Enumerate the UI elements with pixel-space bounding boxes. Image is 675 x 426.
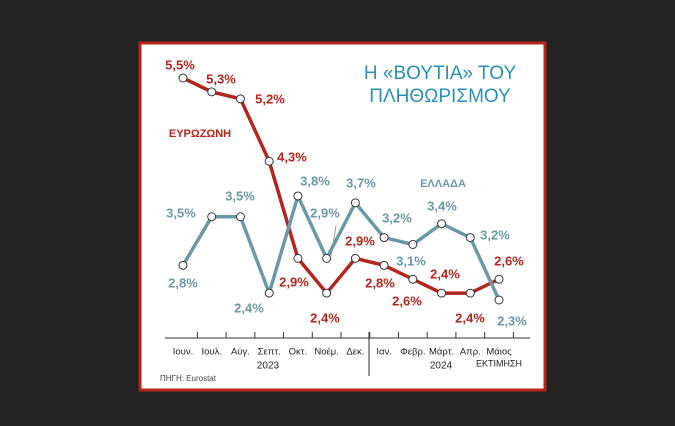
x-tick-label: Ιουν. [173,347,194,358]
series-line [182,76,500,295]
point [264,156,274,166]
legend-label: ΕΛΛΑΔΑ [420,178,466,190]
point [465,233,475,243]
x-tick-label: Φεβρ. [400,347,425,358]
source: ΠΗΓΗ: Eurostat [160,374,217,383]
data-label: 3,1% [396,253,426,268]
data-label: 3,5% [166,205,196,220]
data-label: 3,4% [427,198,457,213]
x-tick-label: Σεπτ. [258,347,281,358]
data-label: 2,9% [310,205,340,220]
point [264,288,274,298]
legend-label: ΕΥΡΩΖΩΝΗ [169,128,231,140]
x-tick-label: Απρ. [460,347,481,358]
year-label: 2024 [430,361,453,372]
point [350,198,360,208]
data-label: 2,4% [234,300,264,315]
point [494,295,504,305]
x-tick-label: Αύγ. [231,347,250,358]
x-tick-label: Ιαν. [376,347,392,358]
data-label: 2,6% [392,293,422,308]
data-label: 2,8% [365,275,395,290]
point [322,253,332,263]
data-label: 2,4% [430,266,460,281]
x-tick-label: Νοέμ. [314,347,339,358]
data-label: 5,2% [255,91,285,106]
point [235,212,245,222]
data-label: 2,9% [345,233,375,248]
year-label: 2023 [257,361,280,372]
data-label: 2,4% [310,310,340,325]
chart-title: Η «ΒΟΥΤΙΑ» ΤΟΥ [364,63,517,84]
point [379,233,389,243]
data-label: 2,4% [455,310,485,325]
point [293,191,303,201]
data-label: 5,3% [206,71,236,86]
point [235,94,245,104]
data-label: 2,8% [168,275,198,290]
data-label: 3,5% [225,188,255,203]
data-label: 3,7% [346,175,376,190]
data-label: 4,3% [277,149,307,164]
category-note: ΕΚΤΙΜΗΣΗ [476,358,522,368]
point [437,288,447,298]
data-label: 2,3% [497,313,527,328]
point [350,253,360,263]
data-label: 3,2% [382,210,412,225]
x-tick-label: Μάρτ. [429,347,454,358]
point [494,274,504,284]
data-label: 3,2% [480,227,510,242]
data-label: 5,5% [165,57,195,72]
chart-title: ΠΛΗΘΩΡΙΣΜΟΥ [369,86,511,107]
point [465,288,475,298]
data-label: 3,8% [300,173,330,188]
point [293,253,303,263]
x-tick-label: Οκτ. [289,347,308,358]
series-line [181,194,501,301]
point [178,260,188,270]
point [322,288,332,298]
data-label: 2,6% [494,253,524,268]
point [437,219,447,229]
point [178,73,188,83]
point [379,260,389,270]
point [408,274,418,284]
data-label: 2,9% [279,274,309,289]
x-tick-label: Ιουλ. [201,347,222,358]
point [408,240,418,249]
point [207,87,217,97]
x-tick-label: Μάιος [486,347,512,358]
point [207,212,217,222]
x-tick-label: Δεκ. [346,347,364,358]
